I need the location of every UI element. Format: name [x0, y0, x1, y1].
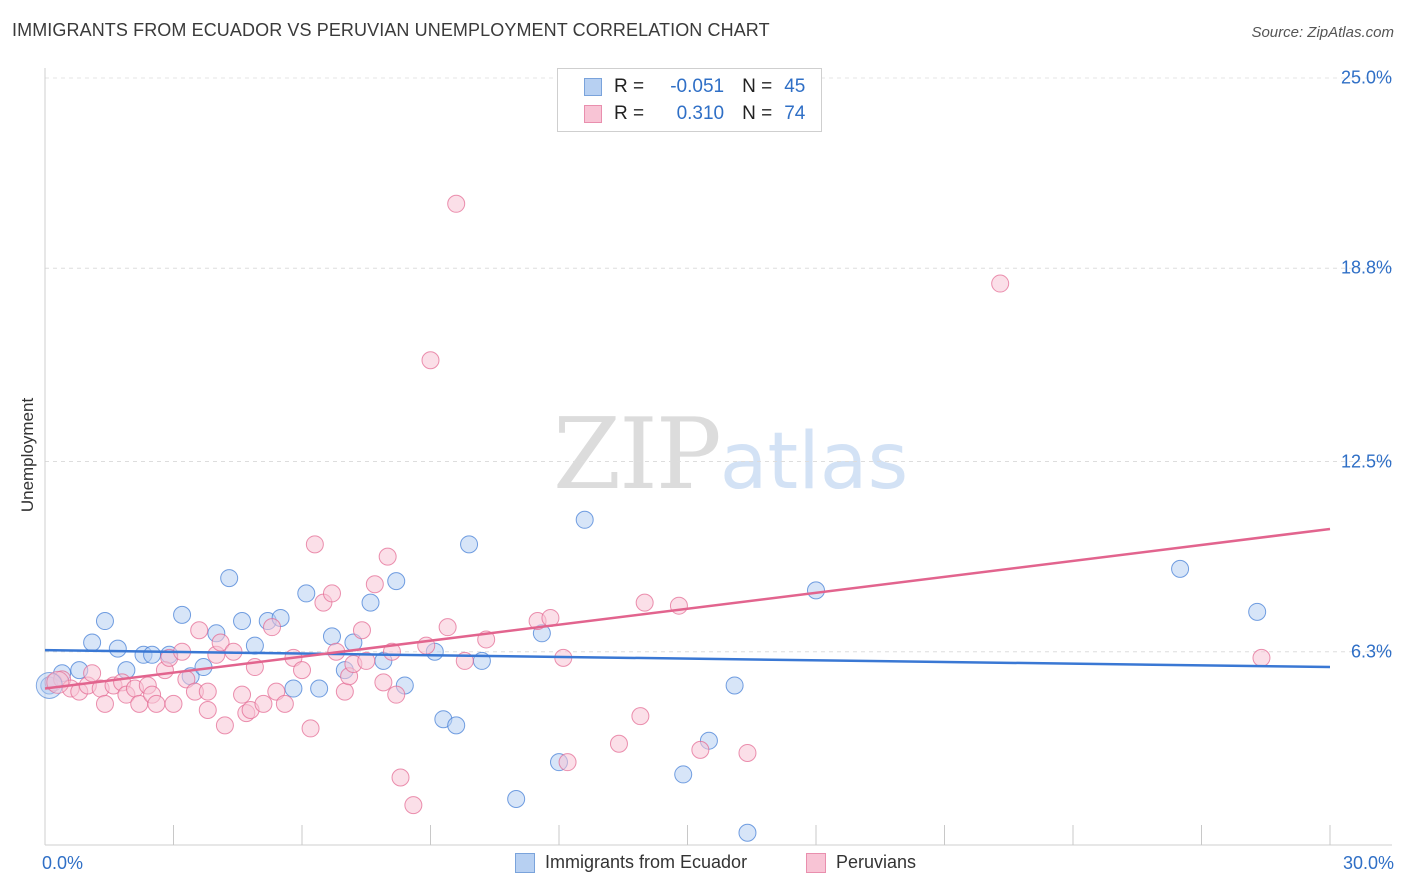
- ecuador-point: [233, 612, 252, 631]
- bottom-legend-label-ecuador: Immigrants from Ecuador: [545, 852, 748, 872]
- peruvian-point: [352, 621, 371, 640]
- peruvian-point: [438, 618, 457, 637]
- peruvian-point: [293, 661, 311, 680]
- ecuador-point: [245, 636, 264, 655]
- legend-r-label: R =: [614, 103, 645, 124]
- ecuador-point: [322, 627, 341, 646]
- peruvian-point: [263, 618, 282, 637]
- peruvian-point: [609, 734, 628, 753]
- peruvian-point: [991, 274, 1010, 293]
- bottom-legend-ecuador: Immigrants from Ecuador: [515, 852, 747, 873]
- peruvian-point: [267, 682, 286, 701]
- ecuador-point: [674, 765, 693, 784]
- peruvian-point: [365, 575, 384, 594]
- ecuador-point: [507, 789, 526, 808]
- ecuador-point: [284, 679, 303, 698]
- peruvian-point: [558, 753, 577, 772]
- ecuador-point: [310, 679, 329, 698]
- ecuador-point: [387, 572, 406, 591]
- peruvian-point: [275, 694, 294, 713]
- y-tick-label: 18.8%: [1340, 257, 1392, 278]
- legend-row-ecuador: R = -0.051 N = 45: [584, 75, 805, 99]
- legend-n-label: N =: [742, 76, 773, 97]
- legend-r-value-ecuador: -0.051: [670, 76, 725, 97]
- peruvian-point: [1252, 648, 1271, 667]
- grid-lines: [45, 77, 1392, 653]
- y-tick-label: 6.3%: [1350, 641, 1392, 662]
- axes: [44, 68, 1392, 846]
- trend-lines: [44, 527, 1331, 690]
- y-tick-label: 25.0%: [1340, 67, 1392, 88]
- legend-r-label: R =: [614, 76, 645, 97]
- peruvian-point: [305, 535, 324, 554]
- bottom-legend-swatch-peruvians: [806, 852, 826, 873]
- peruvian-point: [83, 664, 102, 683]
- legend-swatch-ecuador: [584, 78, 602, 96]
- chart-title: IMMIGRANTS FROM ECUADOR VS PERUVIAN UNEM…: [12, 20, 770, 40]
- peruvian-point: [301, 719, 320, 738]
- legend-n-value-ecuador: 45: [784, 76, 806, 97]
- x-tick-label-max: 30.0%: [1342, 853, 1394, 873]
- ecuador-point: [575, 510, 594, 529]
- ecuador-point: [297, 584, 316, 603]
- x-tick-label-min: 0.0%: [42, 853, 84, 873]
- peruvian-point: [211, 633, 230, 652]
- peruvian-point: [404, 796, 423, 815]
- peruvian-point: [254, 694, 273, 713]
- peruvian-point: [447, 194, 466, 213]
- ecuador-point: [1171, 559, 1190, 578]
- peruvian-point: [215, 716, 234, 735]
- peruvian-point: [335, 682, 354, 701]
- y-tick-label: 12.5%: [1340, 451, 1392, 471]
- peruvian-trend-line: [44, 527, 1331, 690]
- peruvian-point: [631, 707, 650, 726]
- bottom-legend-swatch-ecuador: [515, 852, 535, 873]
- ecuador-point: [738, 823, 757, 842]
- peruvian-point: [374, 673, 393, 692]
- peruvian-point: [387, 685, 406, 704]
- legend-swatch-peruvians: [584, 105, 602, 123]
- peruvian-point: [322, 584, 341, 603]
- ecuador-point: [447, 716, 466, 735]
- peruvian-point: [46, 670, 70, 694]
- stats-legend: R = -0.051 N = 45 R = 0.310 N = 74: [557, 68, 822, 132]
- legend-n-label: N =: [742, 103, 773, 124]
- ecuador-point: [460, 535, 479, 554]
- peruvian-point: [164, 694, 183, 713]
- ecuador-point: [173, 605, 192, 624]
- ecuador-point: [725, 676, 744, 695]
- bottom-legend-peruvians: Peruvians: [806, 852, 916, 873]
- peruvian-point: [738, 743, 757, 762]
- peruvian-point: [198, 701, 217, 720]
- peruvian-point: [190, 621, 209, 640]
- ecuador-point: [83, 633, 102, 652]
- bottom-legend-label-peruvians: Peruvians: [836, 852, 917, 872]
- peruvian-point: [635, 593, 654, 612]
- peruvian-point: [147, 694, 166, 713]
- peruvian-point: [95, 694, 114, 713]
- ecuador-point: [95, 612, 114, 631]
- ecuador-point: [108, 639, 127, 658]
- peruvian-point: [378, 547, 397, 566]
- peruvian-point: [357, 651, 376, 670]
- peruvian-point: [233, 685, 252, 704]
- peruvian-point: [421, 351, 440, 370]
- legend-row-peruvians: R = 0.310 N = 74: [584, 102, 805, 126]
- ecuador-point: [220, 569, 239, 588]
- ecuador-point: [143, 645, 162, 664]
- ecuador-point: [1248, 602, 1267, 621]
- peruvian-point: [691, 740, 710, 759]
- ecuador-trend-line: [44, 648, 1331, 669]
- data-points: [35, 194, 1271, 842]
- ecuador-point: [361, 593, 380, 612]
- legend-r-value-peruvians: 0.310: [676, 103, 725, 124]
- source-credit: Source: ZipAtlas.com: [1251, 24, 1394, 41]
- ecuador-point: [807, 581, 825, 600]
- peruvian-point: [391, 768, 410, 787]
- peruvian-point: [198, 682, 217, 701]
- legend-n-value-peruvians: 74: [784, 103, 806, 124]
